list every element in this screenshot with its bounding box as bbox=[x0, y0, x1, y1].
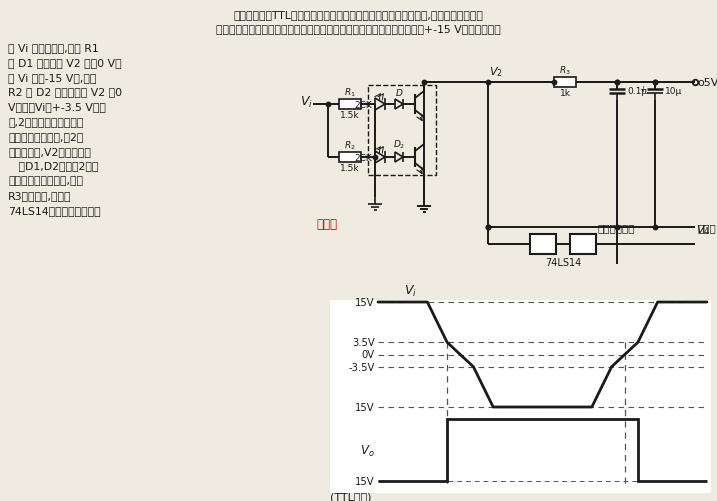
Text: 15V: 15V bbox=[356, 476, 375, 486]
Text: 10μ: 10μ bbox=[665, 87, 683, 96]
Text: R3实现线或,门电路: R3实现线或,门电路 bbox=[8, 190, 72, 200]
Text: 74LS14: 74LS14 bbox=[545, 258, 581, 268]
Text: 本电路能提供TTL电平输出的过零检测。输出脉冲用来驱动计数器,或作为一个控制系: 本电路能提供TTL电平输出的过零检测。输出脉冲用来驱动计数器,或作为一个控制系 bbox=[233, 10, 483, 20]
Text: $V_i$: $V_i$ bbox=[404, 284, 417, 299]
Text: 1k: 1k bbox=[559, 89, 571, 98]
Text: $R_3$: $R_3$ bbox=[559, 64, 571, 77]
Text: $V_2$: $V_2$ bbox=[489, 65, 503, 79]
Text: 数字地: 数字地 bbox=[697, 222, 716, 232]
Bar bbox=[339, 100, 361, 110]
Text: 晶体管截止,V2变高电平。: 晶体管截止,V2变高电平。 bbox=[8, 146, 91, 156]
Text: o5V: o5V bbox=[697, 78, 717, 88]
Text: 2CK: 2CK bbox=[354, 101, 372, 110]
Text: 当 Vi 处最大值时,流经 R1: 当 Vi 处最大值时,流经 R1 bbox=[8, 43, 99, 53]
Text: V。只有Vi在+-3.5 V范围: V。只有Vi在+-3.5 V范围 bbox=[8, 102, 106, 112]
Text: 0.1μ: 0.1μ bbox=[627, 87, 647, 96]
Text: 74LS14对信号进行整形。: 74LS14对信号进行整形。 bbox=[8, 205, 100, 215]
Text: $R_1$: $R_1$ bbox=[344, 86, 356, 99]
Text: 1.5k: 1.5k bbox=[340, 111, 360, 120]
Text: 0V: 0V bbox=[362, 350, 375, 360]
Bar bbox=[339, 153, 361, 163]
Text: 和 D1 的电流使 V2 接近0 V。: 和 D1 的电流使 V2 接近0 V。 bbox=[8, 58, 122, 68]
Text: +: + bbox=[639, 85, 646, 94]
Bar bbox=[368, 86, 436, 176]
Bar bbox=[554, 78, 576, 88]
Text: $V_i$: $V_i$ bbox=[300, 94, 313, 109]
Text: $D$: $D$ bbox=[395, 87, 403, 98]
Bar bbox=[530, 234, 556, 255]
Text: 15V: 15V bbox=[356, 298, 375, 308]
Text: 极管起反相保护作用,电阻: 极管起反相保护作用,电阻 bbox=[8, 176, 83, 186]
Text: 统的输入。波形图给出了输入模拟电压与输出脉冲的关系。本电路能接受+-15 V的扫描信号。: 统的输入。波形图给出了输入模拟电压与输出脉冲的关系。本电路能接受+-15 V的扫… bbox=[216, 24, 500, 34]
Text: 而 Vi 到达-15 V时,流经: 而 Vi 到达-15 V时,流经 bbox=[8, 73, 96, 83]
Text: R2 和 D2 的电流也使 V2 为0: R2 和 D2 的电流也使 V2 为0 bbox=[8, 87, 122, 97]
Text: 2CK: 2CK bbox=[354, 154, 372, 163]
Text: 3.5V: 3.5V bbox=[352, 338, 375, 348]
Text: (TTL电平): (TTL电平) bbox=[330, 491, 371, 501]
Text: $R_2$: $R_2$ bbox=[344, 139, 356, 152]
Text: 与D1,D2并联的2只二: 与D1,D2并联的2只二 bbox=[8, 161, 98, 171]
Text: $V_4$: $V_4$ bbox=[696, 223, 710, 236]
Text: -3.5V: -3.5V bbox=[348, 362, 375, 372]
Bar bbox=[570, 234, 596, 255]
Text: 1.5k: 1.5k bbox=[340, 164, 360, 173]
Text: 内,2只发光二极管得不到: 内,2只发光二极管得不到 bbox=[8, 117, 83, 127]
Text: 过零脉冲输出: 过零脉冲输出 bbox=[598, 222, 635, 232]
Bar bbox=[330, 301, 711, 493]
Text: $D_2$: $D_2$ bbox=[393, 138, 405, 151]
Text: 足够大的驱动电流,使2只: 足够大的驱动电流,使2只 bbox=[8, 132, 83, 141]
Text: $V_o$: $V_o$ bbox=[360, 442, 375, 457]
Text: 15V: 15V bbox=[356, 402, 375, 412]
Text: 模拟地: 模拟地 bbox=[316, 217, 337, 230]
